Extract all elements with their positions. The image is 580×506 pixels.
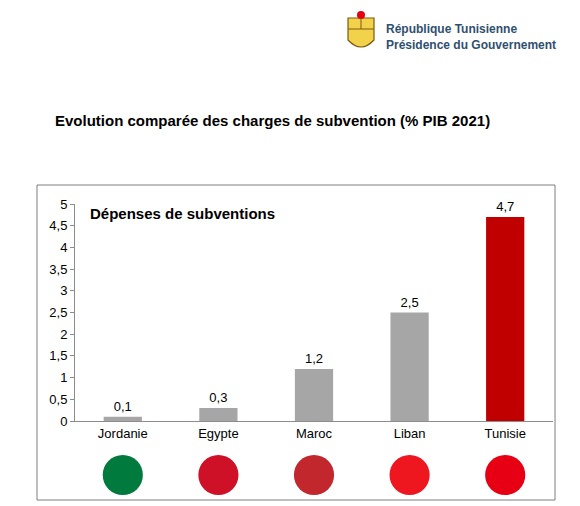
svg-text:3,5: 3,5 <box>49 262 67 277</box>
html-text:République Tunisienne: République Tunisienne <box>386 22 518 36</box>
svg-text:1: 1 <box>60 370 67 385</box>
svg-text:4: 4 <box>60 240 67 255</box>
svg-text:Maroc: Maroc <box>296 426 333 441</box>
svg-text:Egypte: Egypte <box>198 426 238 441</box>
svg-text:Dépenses de subventions: Dépenses de subventions <box>90 205 275 222</box>
svg-text:4,5: 4,5 <box>49 218 67 233</box>
svg-text:0,3: 0,3 <box>209 390 227 405</box>
svg-text:Liban: Liban <box>394 426 426 441</box>
svg-text:1,2: 1,2 <box>305 351 323 366</box>
svg-text:Tunisie: Tunisie <box>484 426 525 441</box>
svg-text:2,5: 2,5 <box>49 305 67 320</box>
svg-text:0,5: 0,5 <box>49 392 67 407</box>
svg-text:2,5: 2,5 <box>401 295 419 310</box>
svg-text:1,5: 1,5 <box>49 348 67 363</box>
svg-text:4,7: 4,7 <box>496 199 514 214</box>
svg-text:Evolution comparée des charges: Evolution comparée des charges de subven… <box>55 112 490 129</box>
svg-text:0,1: 0,1 <box>114 399 132 414</box>
svg-text:5: 5 <box>60 197 67 212</box>
svg-text:3: 3 <box>60 283 67 298</box>
html-text:Présidence du Gouvernement: Présidence du Gouvernement <box>386 38 557 52</box>
svg-text:0: 0 <box>60 414 67 429</box>
svg-text:Jordanie: Jordanie <box>98 426 148 441</box>
svg-text:2: 2 <box>60 327 67 342</box>
